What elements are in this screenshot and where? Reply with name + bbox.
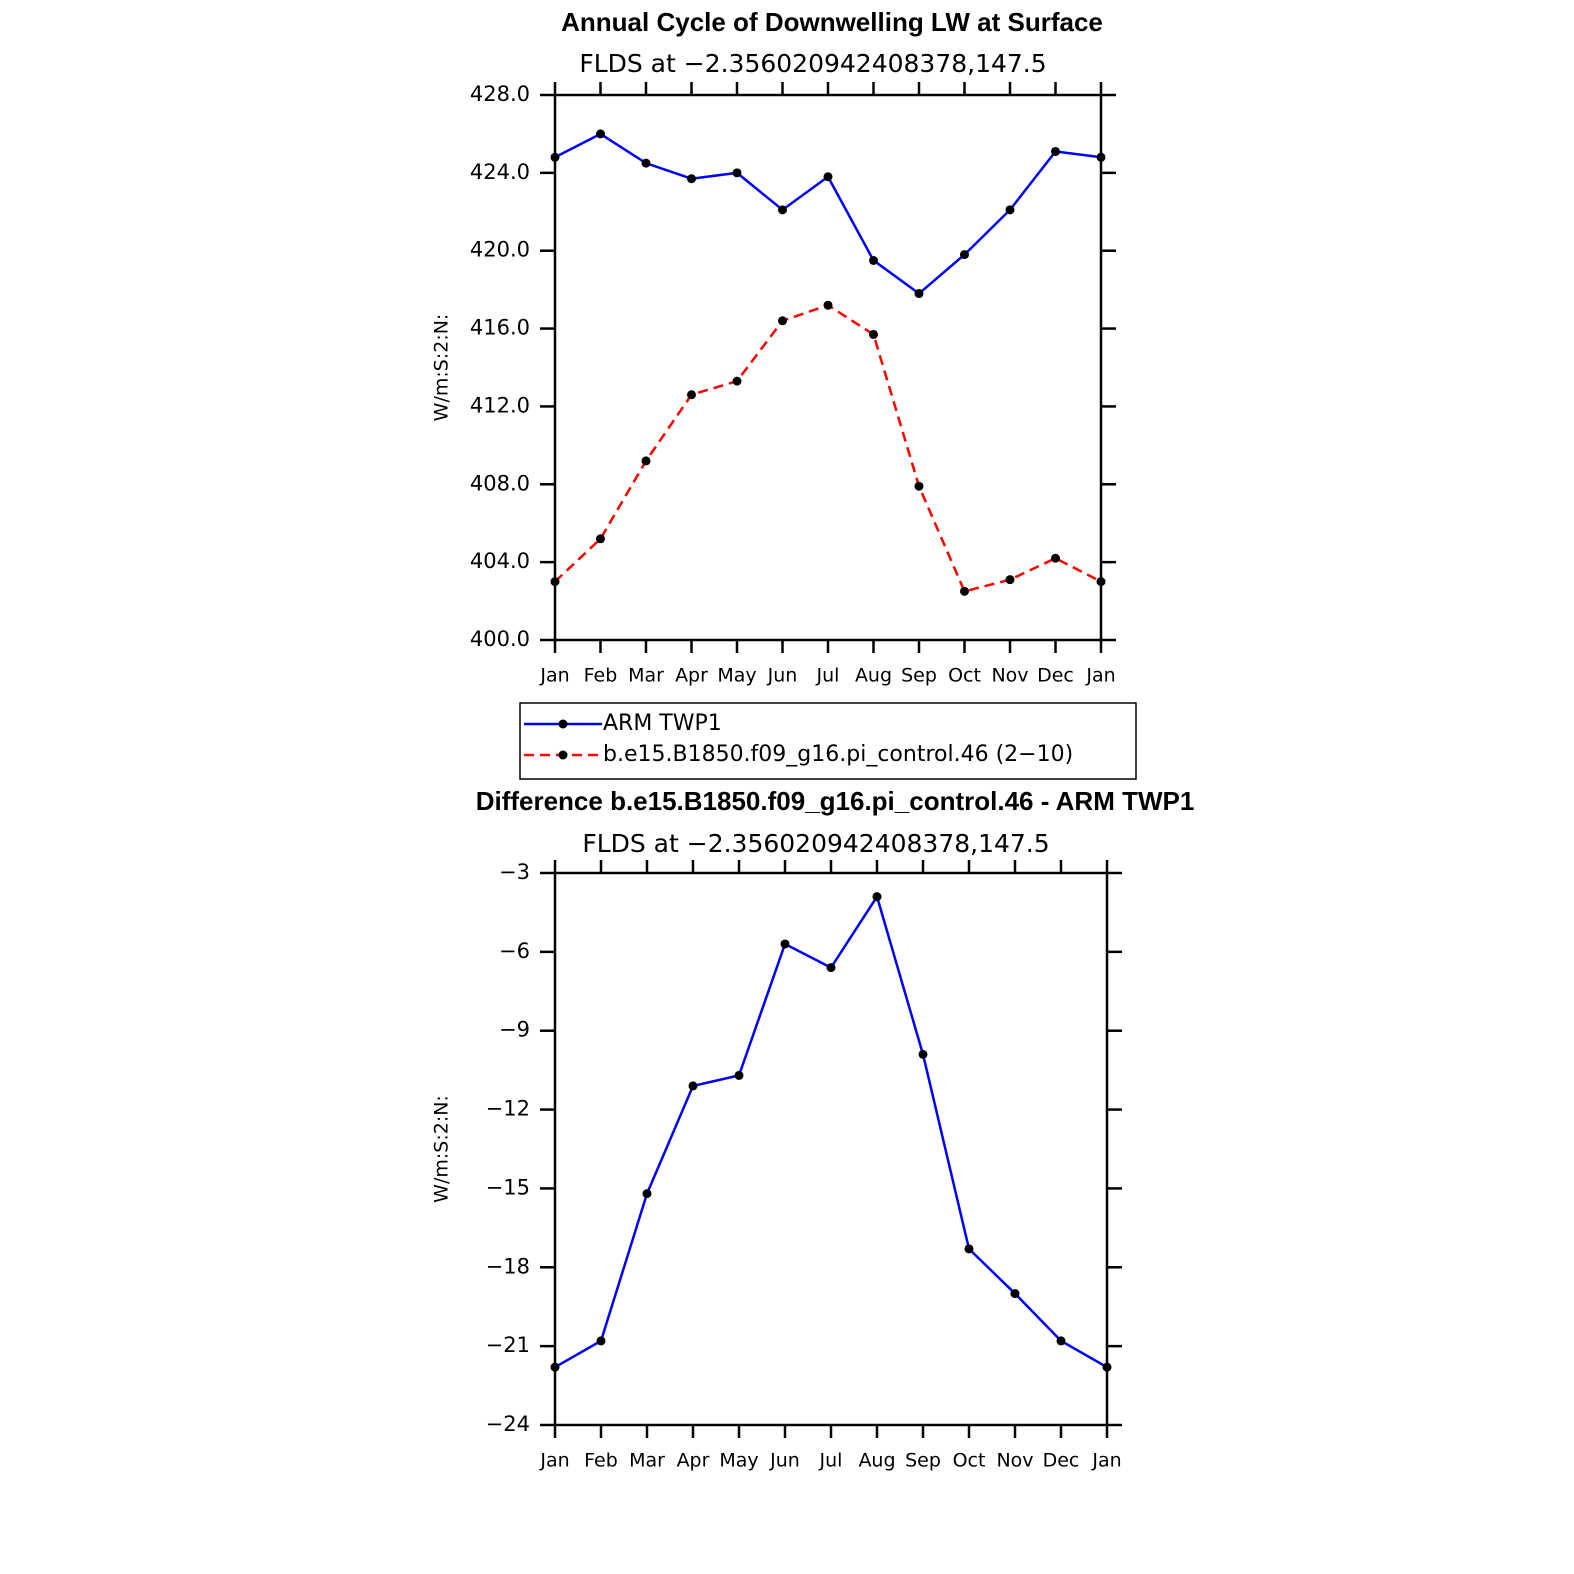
- x-tick-label: Mar: [629, 1450, 665, 1472]
- data-point: [823, 300, 833, 310]
- x-tick-label: Jan: [1085, 665, 1115, 687]
- data-point: [914, 289, 924, 299]
- data-point: [641, 456, 651, 466]
- data-point: [1051, 146, 1060, 156]
- y-axis-label: W/m:S:2:N:: [431, 314, 453, 422]
- x-tick-label: Jan: [539, 665, 569, 687]
- series-line: [554, 132, 1102, 296]
- data-point: [872, 892, 882, 902]
- y-tick-label: 400.0: [470, 627, 530, 651]
- data-point: [550, 577, 560, 587]
- data-point: [688, 1081, 698, 1091]
- data-point: [1005, 205, 1015, 215]
- y-tick-label: 428.0: [470, 82, 530, 106]
- data-point: [1005, 575, 1015, 585]
- data-point: [550, 152, 560, 162]
- series-line: [554, 303, 1102, 593]
- x-tick-label: Jul: [819, 1450, 843, 1472]
- data-point: [596, 129, 605, 139]
- x-tick-label: Apr: [677, 1450, 710, 1472]
- data-point: [869, 329, 878, 339]
- chart-title: Annual Cycle of Downwelling LW at Surfac…: [561, 7, 1103, 37]
- data-point: [596, 534, 605, 544]
- x-tick-label: Oct: [953, 1450, 986, 1472]
- y-tick-label: −24: [486, 1412, 530, 1436]
- y-tick-label: 416.0: [470, 316, 530, 340]
- x-tick-label: Mar: [628, 665, 664, 687]
- legend-label: ARM TWP1: [603, 711, 722, 736]
- y-tick-label: −18: [486, 1254, 530, 1278]
- x-tick-label: May: [719, 1450, 758, 1472]
- legend-box: [519, 702, 1137, 780]
- x-tick-label: Aug: [855, 665, 892, 687]
- data-point: [732, 168, 742, 178]
- y-tick-label: −6: [499, 939, 530, 963]
- x-tick-label: Jan: [539, 1450, 569, 1472]
- x-tick-label: Apr: [675, 665, 708, 687]
- x-tick-label: Nov: [996, 1450, 1033, 1472]
- data-point: [780, 939, 790, 949]
- plot-frame: [553, 871, 1109, 1427]
- y-tick-label: 424.0: [470, 160, 530, 184]
- legend-marker: [558, 750, 568, 760]
- data-point: [778, 316, 787, 326]
- x-tick-label: Oct: [948, 665, 981, 687]
- x-tick-label: Aug: [858, 1450, 895, 1472]
- data-point: [918, 1049, 928, 1059]
- legend-marker: [558, 719, 568, 729]
- data-point: [1102, 1362, 1112, 1372]
- x-tick-label: Sep: [905, 1450, 941, 1472]
- legend-label: b.e15.B1850.f09_g16.pi_control.46 (2−10): [603, 742, 1073, 767]
- data-point: [960, 250, 969, 260]
- y-tick-label: −15: [486, 1175, 530, 1199]
- data-point: [1010, 1289, 1020, 1299]
- x-tick-label: Jun: [767, 665, 798, 687]
- x-tick-label: Jul: [816, 665, 840, 687]
- y-axis-label: W/m:S:2:N:: [431, 1095, 453, 1203]
- data-point: [687, 174, 696, 184]
- data-point: [1096, 152, 1106, 162]
- chart-subtitle: FLDS at −2.356020942408378,147.5: [582, 829, 1049, 858]
- x-tick-label: Dec: [1043, 1450, 1080, 1472]
- data-point: [1096, 577, 1106, 587]
- y-tick-label: 404.0: [470, 549, 530, 573]
- chart-subtitle: FLDS at −2.356020942408378,147.5: [579, 49, 1046, 78]
- data-point: [964, 1244, 974, 1254]
- data-point: [642, 1189, 652, 1199]
- data-point: [687, 390, 696, 400]
- data-point: [869, 255, 878, 265]
- x-tick-label: Dec: [1037, 665, 1074, 687]
- chart-title: Difference b.e15.B1850.f09_g16.pi_contro…: [476, 786, 1195, 816]
- y-tick-label: 412.0: [470, 393, 530, 417]
- x-tick-label: Feb: [584, 1450, 618, 1472]
- y-tick-label: −12: [486, 1097, 530, 1121]
- y-tick-label: −9: [499, 1018, 530, 1042]
- x-tick-label: Jun: [769, 1450, 800, 1472]
- data-point: [826, 963, 836, 973]
- y-tick-label: −21: [486, 1333, 530, 1357]
- data-point: [823, 172, 833, 182]
- data-point: [734, 1070, 744, 1080]
- data-point: [1056, 1336, 1066, 1346]
- y-tick-label: 408.0: [470, 471, 530, 495]
- x-tick-label: Nov: [991, 665, 1028, 687]
- data-point: [914, 481, 924, 491]
- y-tick-label: −3: [499, 860, 530, 884]
- data-point: [732, 376, 742, 386]
- x-tick-label: May: [717, 665, 756, 687]
- data-point: [1051, 553, 1060, 563]
- data-point: [550, 1362, 560, 1372]
- data-point: [641, 158, 651, 168]
- y-tick-label: 420.0: [470, 238, 530, 262]
- data-point: [960, 586, 969, 596]
- x-tick-label: Feb: [584, 665, 618, 687]
- data-point: [778, 205, 787, 215]
- x-tick-label: Sep: [901, 665, 937, 687]
- data-point: [596, 1336, 606, 1346]
- x-tick-label: Jan: [1091, 1450, 1121, 1472]
